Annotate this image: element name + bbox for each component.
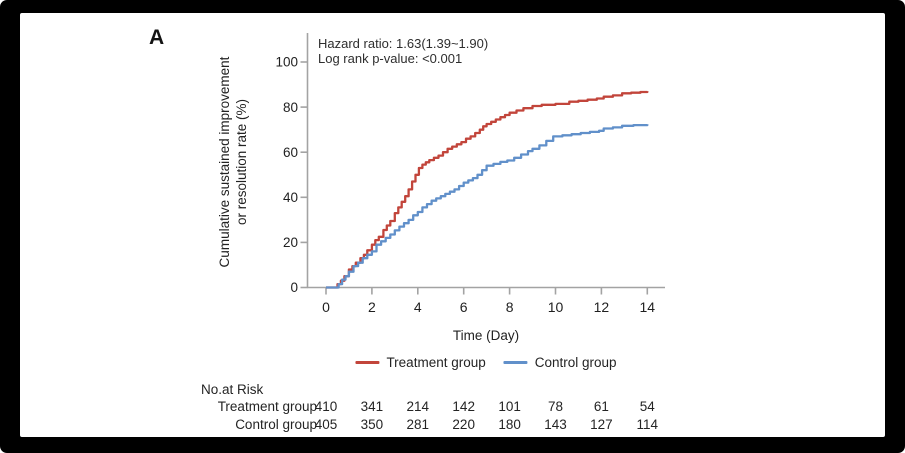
y-tick-label: 20 [283,235,298,250]
x-tick-label: 12 [594,299,610,315]
risk-count: 101 [498,399,521,414]
risk-count: 78 [547,399,564,414]
y-axis-label: Cumulative sustained improvement or reso… [216,12,250,312]
risk-count: 127 [590,416,613,432]
risk-count: 410 [314,399,338,414]
treatment-line-swatch [355,361,380,364]
y-tick-label: 60 [283,145,298,160]
y-tick-label: 100 [275,55,298,70]
stats-annotation: Hazard ratio: 1.63(1.39~1.90) Log rank p… [318,36,488,66]
curve-treatment-group [326,90,649,289]
curve-control-group [326,123,649,289]
risk-row-label-control: Control group [235,416,317,432]
hazard-ratio-text: Hazard ratio: 1.63(1.39~1.90) [318,36,489,51]
risk-count: 350 [360,416,384,432]
risk-count: 180 [498,416,521,432]
risk-count: 142 [452,399,475,414]
risk-count: 405 [314,416,338,432]
x-axis-title: Time (Day) [452,328,520,343]
risk-count: 281 [406,416,430,432]
legend-item-control: Control group [503,355,617,370]
y-axis-label-line1: Cumulative sustained improvement [217,56,232,268]
risk-table-title: No.at Risk [201,382,264,397]
legend-item-treatment: Treatment group [355,355,486,370]
x-tick-label: 10 [548,299,564,315]
y-tick-label: 40 [283,190,298,205]
risk-count: 143 [544,416,567,432]
x-tick-label: 4 [414,299,422,315]
x-tick-label: 0 [322,299,330,315]
x-tick-label: 2 [368,299,376,315]
panel-label: A [149,26,165,49]
risk-count: 114 [636,416,659,432]
risk-count: 341 [360,399,384,414]
x-tick-label: 8 [506,299,514,315]
risk-count: 61 [593,399,609,414]
risk-count: 220 [452,416,475,432]
y-tick-label: 0 [290,280,298,295]
x-tick-label: 6 [460,299,468,315]
y-tick-label: 80 [283,100,298,115]
legend-label-control: Control group [534,355,617,370]
control-line-swatch [503,361,528,364]
risk-count: 214 [406,399,430,414]
figure-canvas [20,13,885,437]
chart-legend: Treatment group Control group [355,355,617,370]
legend-label-treatment: Treatment group [386,355,486,370]
log-rank-text: Log rank p-value: <0.001 [318,51,463,66]
risk-row-label-treatment: Treatment group [217,399,317,414]
risk-count: 54 [639,399,655,414]
y-axis-label-line2: or resolution rate (%) [234,98,249,226]
x-tick-label: 14 [640,299,656,315]
